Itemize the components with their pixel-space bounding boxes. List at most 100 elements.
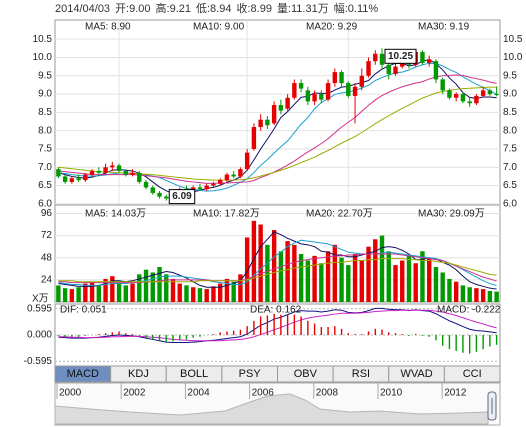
y-tick-label: 8.5 — [38, 107, 52, 118]
volume-bar — [231, 281, 236, 302]
extreme-label: 6.09 — [172, 191, 192, 202]
volume-bar — [177, 283, 182, 302]
header-item: 高:9.21 — [156, 1, 191, 15]
volume-bar — [271, 230, 277, 302]
volume-bar — [312, 255, 317, 302]
candle-body — [494, 94, 499, 96]
candle-body — [271, 105, 277, 124]
candle-body — [150, 187, 155, 193]
tab-label[interactable]: PSY — [239, 368, 262, 380]
volume-bar — [244, 237, 250, 302]
volume-bar — [292, 244, 297, 302]
volume-bar — [191, 287, 196, 302]
y-tick-label: 48 — [41, 252, 53, 263]
volume-bar — [197, 288, 203, 302]
candle-body — [244, 152, 250, 170]
y-tick-label: 7.0 — [38, 162, 52, 173]
volume-bar — [447, 278, 452, 302]
candle-body — [292, 83, 297, 98]
header-item: 2014/04/03 — [55, 3, 110, 15]
candle-body — [474, 95, 479, 104]
legend-entry: DEA: 0.162 — [250, 305, 302, 316]
tab-label[interactable]: RSI — [352, 368, 370, 380]
candle-body — [325, 83, 331, 100]
timeline-history-area — [54, 393, 489, 425]
volume-bar — [305, 260, 311, 302]
y-tick-label: 10.5 — [33, 34, 53, 45]
volume-bar — [116, 281, 122, 302]
candle-body — [440, 79, 445, 91]
legend-entry: MA30: 29.09万 — [418, 209, 485, 220]
volume-bar — [339, 257, 344, 302]
y-tick-label: 72 — [41, 230, 53, 241]
volume-bar — [265, 244, 270, 302]
candle-body — [62, 176, 68, 182]
volume-bar — [110, 276, 115, 302]
volume-bar — [238, 274, 243, 302]
header-item: 幅:0.11% — [334, 2, 379, 15]
y-tick-label: 24 — [41, 275, 53, 286]
panel-frame — [54, 303, 501, 367]
candle-body — [346, 83, 351, 96]
indicator-tab[interactable] — [443, 365, 501, 383]
ma-line — [58, 307, 497, 344]
candle-body — [164, 196, 169, 199]
candle-body — [96, 170, 102, 173]
y-tick-label: 0.000 — [27, 330, 52, 341]
tab-label[interactable]: WVAD — [400, 368, 432, 380]
volume-bar — [406, 255, 412, 302]
volume-bar — [494, 291, 499, 302]
candle-body — [433, 61, 439, 80]
timeline-label: 2004 — [187, 388, 210, 399]
candle-body — [197, 187, 203, 190]
candle-body — [332, 72, 338, 84]
legend-entry: MA10: 17.82万 — [193, 209, 260, 220]
y-tick-label: -0.595 — [24, 356, 53, 367]
candle-body — [373, 53, 378, 62]
tab-label[interactable]: KDJ — [128, 368, 149, 380]
volume-bar — [440, 272, 445, 302]
candle-body — [460, 94, 466, 102]
volume-bar — [103, 278, 108, 302]
volume-bar — [164, 274, 169, 302]
volume-bar — [373, 239, 378, 302]
candle-body — [319, 94, 324, 100]
tab-label[interactable]: MACD — [67, 368, 99, 380]
volume-bar — [413, 263, 418, 302]
timeline-label: 2002 — [123, 388, 146, 399]
candle-body — [157, 192, 162, 197]
volume-bar — [76, 287, 81, 302]
timeline-label: 2000 — [59, 388, 82, 399]
legend-entry: MA5: 14.03万 — [85, 209, 146, 220]
timeline-label: 2012 — [444, 388, 467, 399]
tab-label[interactable]: OBV — [294, 368, 318, 380]
extreme-label-box — [384, 48, 417, 64]
volume-bar — [278, 251, 284, 302]
volume-bar — [56, 285, 61, 302]
volume-bar — [433, 266, 439, 302]
candle-body — [352, 86, 358, 96]
y-unit: X万 — [32, 294, 49, 305]
extreme-label-box — [168, 189, 196, 205]
tab-label[interactable]: CCI — [463, 368, 482, 380]
y-tick-label-right: 8.5 — [503, 107, 517, 118]
y-tick-label-right: 8.0 — [503, 125, 517, 136]
volume-bar — [62, 288, 68, 302]
ma-line — [58, 258, 497, 283]
timeline-decoration — [54, 382, 501, 426]
y-tick-label: 7.5 — [38, 144, 52, 155]
tab-label[interactable]: BOLL — [180, 368, 208, 380]
volume-bar — [467, 287, 472, 302]
volume-bar — [474, 288, 479, 302]
header-item: 收:8.99 — [236, 1, 271, 15]
candle-body — [258, 119, 263, 128]
candle-body — [420, 51, 425, 63]
y-tick-label-right: 7.0 — [503, 162, 517, 173]
candle-body — [231, 174, 236, 177]
volume-bar — [346, 265, 351, 302]
candle-body — [76, 178, 81, 181]
volume-bar — [332, 244, 338, 302]
volume-bar — [285, 241, 290, 302]
candle-body — [386, 64, 391, 74]
